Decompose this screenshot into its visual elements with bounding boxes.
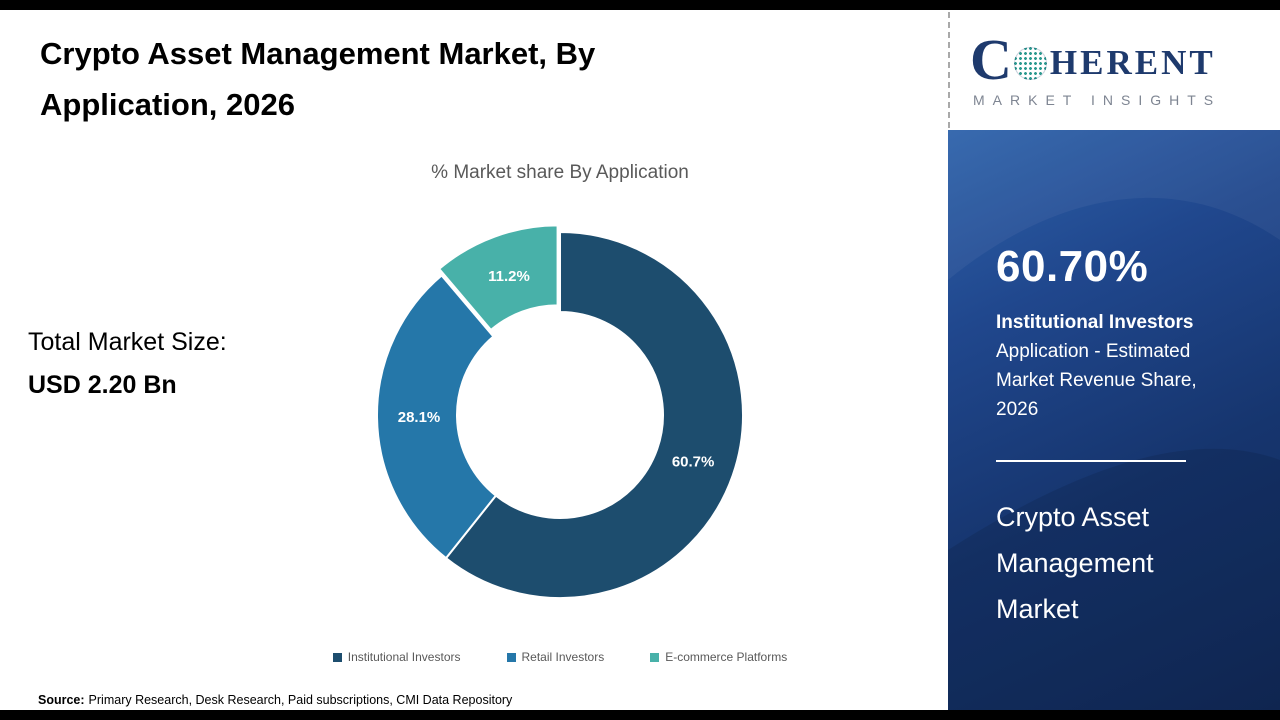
bottom-border-bar xyxy=(0,710,1280,720)
top-border-bar xyxy=(0,0,1280,10)
donut-slice-2 xyxy=(376,274,497,560)
donut-slice-1 xyxy=(445,231,744,599)
source-text: Primary Research, Desk Research, Paid su… xyxy=(88,693,513,707)
highlight-sidebar: 60.70% Institutional Investors Applicati… xyxy=(948,130,1280,710)
legend-label: E-commerce Platforms xyxy=(665,650,788,664)
logo-tagline: MARKET INSIGHTS xyxy=(973,92,1222,109)
logo-text: HERENT xyxy=(1049,43,1216,83)
source-label: Source: xyxy=(38,693,85,707)
donut-slice-3 xyxy=(438,225,559,331)
stat-value: 60.70% xyxy=(996,242,1149,291)
slice-label: 28.1% xyxy=(398,409,441,426)
market-name: Crypto Asset Management Market xyxy=(996,502,1154,624)
legend-item: Retail Investors xyxy=(506,650,605,664)
legend-label: Institutional Investors xyxy=(347,650,461,664)
stat-description: Application - Estimated Market Revenue S… xyxy=(996,341,1197,420)
donut-chart: 60.7% 28.1% 11.2% xyxy=(370,225,750,605)
chart-legend: Institutional Investors Retail Investors E… xyxy=(180,650,940,664)
total-market-value: USD 2.20 Bn xyxy=(28,371,177,399)
coherent-globe-icon xyxy=(1013,46,1047,80)
slice-label: 60.7% xyxy=(672,454,715,471)
legend-item: Institutional Investors xyxy=(332,650,461,664)
source-note: Source: Primary Research, Desk Research, … xyxy=(38,693,512,707)
logo-letter-c: C xyxy=(970,27,1012,92)
legend-swatch xyxy=(332,652,342,662)
total-market-label: Total Market Size: xyxy=(28,328,227,356)
legend-label: Retail Investors xyxy=(521,650,605,664)
legend-item: E-commerce Platforms xyxy=(650,650,787,664)
legend-swatch xyxy=(650,652,660,662)
legend-swatch xyxy=(506,652,516,662)
sidebar-divider xyxy=(996,460,1186,462)
logo-area: C HERENT MARKET INSIGHTS xyxy=(948,10,1280,130)
total-market-block: Total Market Size: USD 2.20 Bn xyxy=(28,328,227,400)
coherent-logo: C HERENT xyxy=(970,27,1280,92)
page-title: Crypto Asset Management Market, By Appli… xyxy=(40,36,596,123)
slice-label: 11.2% xyxy=(488,268,530,285)
dashed-separator xyxy=(948,12,950,128)
chart-subtitle: % Market share By Application xyxy=(431,162,689,183)
stat-title: Institutional Investors xyxy=(996,312,1194,333)
